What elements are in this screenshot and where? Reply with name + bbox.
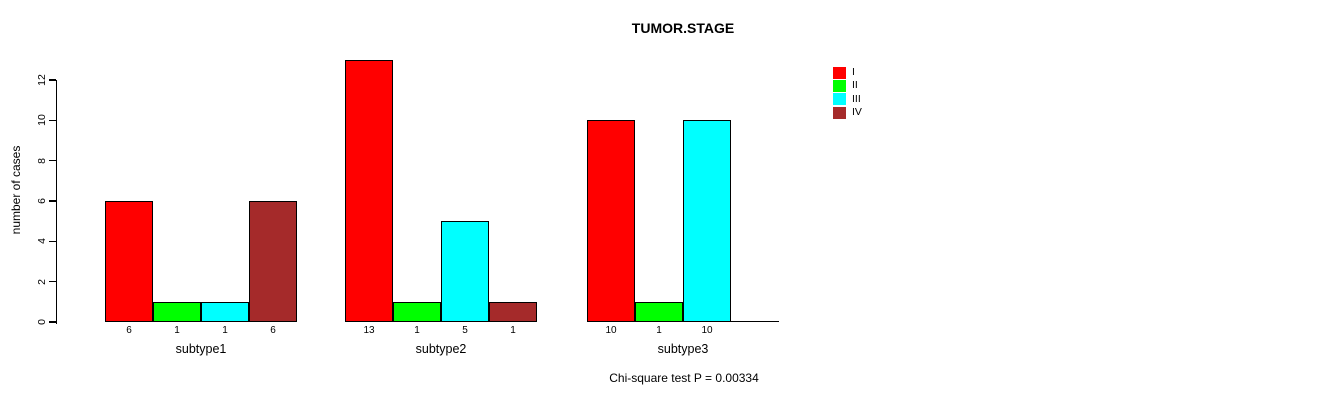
bar: [105, 201, 153, 322]
y-axis-tick: [48, 280, 56, 283]
legend-item: II: [833, 79, 862, 92]
bar-value-label: 1: [510, 325, 516, 336]
bar: [587, 120, 635, 322]
bar: [441, 221, 489, 322]
y-axis-tick: [48, 321, 56, 323]
zero-height-bar: [731, 320, 779, 322]
bar-value-label: 6: [126, 325, 132, 336]
bar-value-label: 1: [222, 325, 228, 336]
y-tick-label: 6: [36, 198, 48, 204]
bar-value-label: 1: [414, 325, 420, 336]
y-tick-label: 4: [36, 238, 48, 245]
group-label: subtype3: [657, 342, 709, 356]
bar: [345, 59, 393, 322]
legend-item: IV: [833, 106, 862, 119]
legend-label: I: [852, 66, 855, 79]
legend-item: I: [833, 66, 862, 79]
bar: [635, 301, 683, 322]
legend-item: III: [833, 93, 862, 106]
y-axis-line: [55, 80, 57, 324]
bar: [153, 301, 201, 322]
bar-value-label: 10: [605, 325, 617, 336]
bar-value-label: 1: [174, 325, 180, 336]
legend-swatch-icon: [833, 66, 846, 79]
y-axis-tick: [48, 159, 56, 162]
bar: [489, 301, 537, 322]
chart-title: TUMOR.STAGE: [631, 20, 735, 36]
bar-value-label: 1: [656, 325, 662, 336]
y-tick-label: 10: [36, 114, 48, 127]
y-axis-tick: [48, 119, 56, 122]
legend-swatch-icon: [833, 79, 846, 92]
bar: [683, 120, 731, 322]
legend-swatch-icon: [833, 106, 846, 119]
bar: [393, 301, 441, 322]
y-tick-label: 2: [36, 278, 48, 285]
y-tick-label: 0: [36, 319, 48, 325]
bar-value-label: 5: [462, 325, 468, 336]
legend-swatch-icon: [833, 93, 846, 106]
bar-value-label: 13: [363, 325, 375, 336]
bar: [201, 301, 249, 322]
bar-value-label: 10: [701, 325, 713, 336]
group-label: subtype1: [175, 342, 227, 356]
y-tick-label: 8: [36, 157, 48, 164]
legend: I II III IV: [833, 66, 862, 119]
y-tick-label: 12: [36, 74, 48, 86]
legend-label: II: [852, 79, 858, 92]
y-axis-tick: [48, 200, 56, 202]
bar: [249, 201, 297, 322]
bar-value-label: 6: [270, 325, 276, 336]
group-label: subtype2: [415, 342, 467, 356]
y-axis-tick: [48, 240, 56, 243]
legend-label: III: [852, 92, 861, 105]
chi-square-annotation: Chi-square test P = 0.00334: [609, 371, 759, 385]
y-axis-tick: [48, 79, 56, 81]
legend-label: IV: [852, 106, 862, 119]
